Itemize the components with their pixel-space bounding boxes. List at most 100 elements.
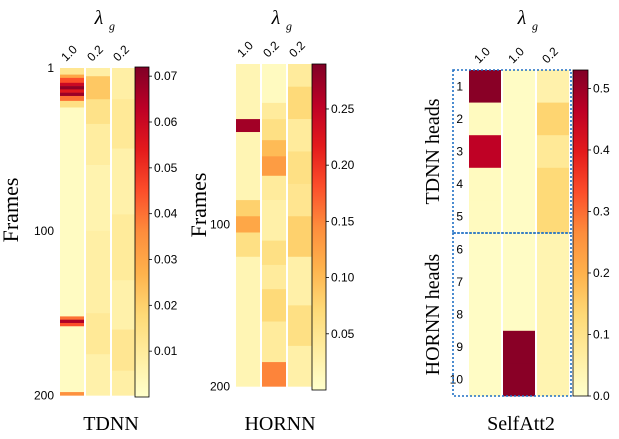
colorbar-tick-label: 0.05 xyxy=(331,327,355,341)
heatmap-cell xyxy=(86,230,110,314)
column-label: 1.0 xyxy=(58,42,80,64)
heatmap-cell xyxy=(262,140,286,157)
y-axis-label: Frames xyxy=(0,178,23,243)
heatmap-cell xyxy=(262,240,286,266)
row-label: 1 xyxy=(456,79,463,93)
heatmap-cell xyxy=(86,313,110,355)
heatmap-cell xyxy=(537,265,569,299)
heatmap-cell xyxy=(86,99,110,125)
heatmap-cell xyxy=(537,102,569,136)
column-label: 0.2 xyxy=(286,38,308,60)
y-tick-label: 1 xyxy=(47,61,54,75)
panel-title: HORNN xyxy=(244,413,315,435)
lambda-subscript: g xyxy=(532,19,538,33)
heatmap-cell xyxy=(503,265,535,299)
y-tick-label: 200 xyxy=(210,379,230,393)
heatmap-cell xyxy=(60,74,84,79)
colorbar-tick-label: 0.20 xyxy=(331,158,355,172)
heatmap-cell xyxy=(537,70,569,103)
row-label: 4 xyxy=(456,177,463,191)
heatmap-cell xyxy=(60,107,84,317)
colorbar xyxy=(311,63,327,391)
row-label: 10 xyxy=(450,373,464,387)
heatmap-cell xyxy=(469,363,501,397)
heatmap-cell xyxy=(288,256,312,306)
heatmap-cell xyxy=(503,363,535,397)
heatmap-cell xyxy=(262,64,286,104)
heatmap-cell xyxy=(60,95,84,102)
heatmap-cell xyxy=(112,214,136,281)
panel-title: TDNN xyxy=(83,413,139,435)
lambda-label: λ xyxy=(517,7,527,29)
heatmap-cell xyxy=(60,77,84,84)
colorbar-tick-label: 0.4 xyxy=(593,143,610,157)
heatmap-cell xyxy=(60,86,84,90)
heatmap-cell xyxy=(503,167,535,201)
heatmap-cell xyxy=(288,151,312,185)
heatmap-cell xyxy=(112,329,136,371)
row-label: 8 xyxy=(456,308,463,322)
heatmap-cell xyxy=(537,298,569,332)
heatmap-cell xyxy=(262,264,286,290)
heatmap-cell xyxy=(236,256,260,387)
heatmap-cell xyxy=(60,82,84,87)
heatmap-cell xyxy=(469,330,501,364)
heatmap-cell xyxy=(537,363,569,397)
tdnn-heads-box xyxy=(452,69,572,234)
colorbar-tick-label: 0.5 xyxy=(593,81,610,95)
heatmap-cell xyxy=(469,167,501,201)
column-label: 1.0 xyxy=(471,44,493,66)
heatmap-cell xyxy=(236,119,260,133)
heatmap-cell xyxy=(262,200,286,241)
panel-title: SelfAtt2 xyxy=(487,413,555,435)
colorbar-tick-label: 0.3 xyxy=(593,204,610,218)
heatmap-cell xyxy=(86,123,110,166)
heatmap-cell xyxy=(60,392,84,396)
colorbar-tick-label: 0.06 xyxy=(154,115,178,129)
colorbar-tick-label: 0.07 xyxy=(154,69,178,83)
heatmap-cell xyxy=(60,319,84,324)
row-label: 6 xyxy=(456,242,463,256)
colorbar xyxy=(134,66,150,398)
heatmap-cell xyxy=(112,280,136,330)
heatmap-cell xyxy=(288,305,312,347)
heatmap-cell xyxy=(60,68,84,75)
heatmap-cell xyxy=(86,354,110,396)
lambda-subscript: g xyxy=(286,19,292,33)
heatmap-cell xyxy=(60,322,84,327)
lambda-subscript: g xyxy=(109,19,115,33)
heatmap-cell xyxy=(288,216,312,258)
heatmap-cell xyxy=(86,165,110,232)
hornn-heads-box xyxy=(452,232,572,397)
heatmap-cell xyxy=(112,68,136,100)
heatmap-cell xyxy=(60,89,84,93)
heatmap-cell xyxy=(469,135,501,169)
heatmap-cell xyxy=(469,102,501,136)
colorbar-tick-label: 0.10 xyxy=(331,271,355,285)
heatmap-cell xyxy=(503,70,535,103)
colorbar-tick-label: 0.01 xyxy=(154,344,178,358)
heatmap-cell xyxy=(86,76,110,100)
heatmap-cell xyxy=(469,298,501,332)
heatmap-cell xyxy=(503,200,535,234)
heatmap-cell xyxy=(288,119,312,152)
heatmap-cell xyxy=(262,175,286,201)
y-tick-label: 200 xyxy=(34,388,54,402)
heatmap-cell xyxy=(112,99,136,149)
heatmap-cell xyxy=(262,321,286,363)
heatmap-cell xyxy=(469,200,501,234)
column-label: 0.2 xyxy=(539,44,561,66)
colorbar xyxy=(572,69,589,397)
heatmap-cell xyxy=(236,132,260,201)
heatmap-cell xyxy=(537,330,569,364)
row-label: 2 xyxy=(456,112,463,126)
heatmap-cell xyxy=(469,233,501,266)
heatmap-cell xyxy=(469,70,501,103)
column-label: 0.2 xyxy=(110,42,132,64)
heatmap-cell xyxy=(236,64,260,120)
row-label: 9 xyxy=(456,340,463,354)
heatmap-cell xyxy=(60,316,84,320)
